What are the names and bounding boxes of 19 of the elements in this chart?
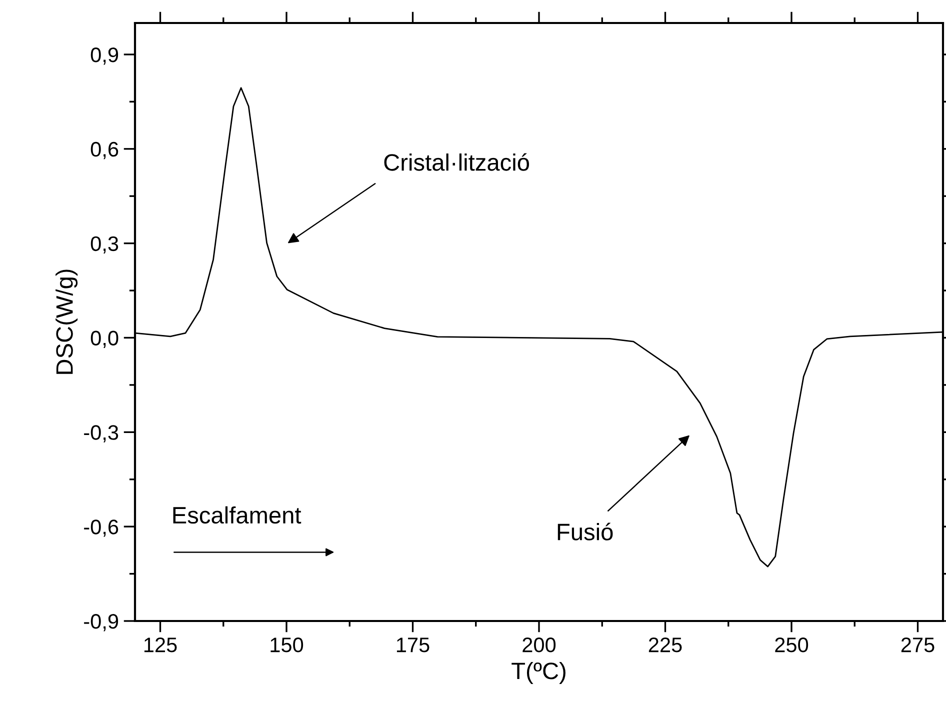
x-axis-title: T(ºC) (512, 662, 566, 684)
annotation: Escalfament (173, 506, 302, 524)
y-tick-label: 0,3 (90, 236, 118, 254)
y-tick-label: 0,0 (90, 330, 118, 348)
x-tick-label: 125 (144, 638, 177, 652)
y-tick-label: -0,9 (84, 614, 118, 632)
x-tick-label: 200 (522, 638, 556, 652)
x-tick-label: 275 (901, 638, 934, 652)
y-tick-label: -0,3 (84, 425, 118, 442)
y-tick-label: 0,6 (90, 142, 118, 160)
annotation: Cristal·lització (384, 153, 529, 171)
x-tick-label: 175 (396, 638, 430, 652)
y-tick-label: 0,9 (90, 47, 118, 65)
x-tick-label: 225 (648, 638, 682, 652)
x-tick-label: 250 (775, 638, 808, 652)
annotation: Fusió (558, 522, 613, 540)
y-axis-title: DSC(W/g) (56, 270, 78, 374)
x-tick-label: 150 (270, 638, 304, 652)
y-tick-label: -0,6 (84, 520, 118, 537)
